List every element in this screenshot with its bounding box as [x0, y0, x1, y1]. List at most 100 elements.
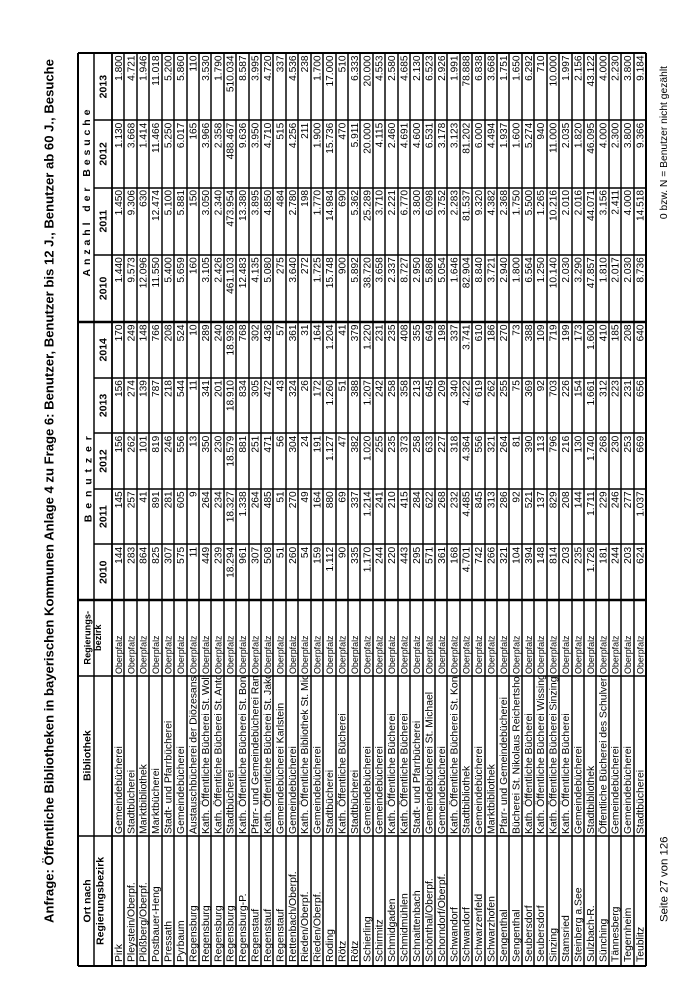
svg-text:4.000: 4.000	[598, 55, 609, 81]
svg-text:766: 766	[151, 324, 162, 341]
svg-text:54: 54	[300, 547, 311, 559]
svg-text:51: 51	[337, 380, 348, 392]
svg-text:49: 49	[300, 491, 311, 503]
svg-text:Marktbibliothek: Marktbibliothek	[487, 763, 498, 834]
svg-text:2.030: 2.030	[623, 257, 634, 283]
svg-text:268: 268	[598, 435, 609, 452]
svg-text:173: 173	[573, 324, 584, 341]
svg-text:43.122: 43.122	[586, 55, 597, 86]
svg-text:321: 321	[499, 547, 510, 564]
svg-text:461.103: 461.103	[226, 257, 237, 294]
svg-text:2.460: 2.460	[387, 122, 398, 148]
svg-text:Oberpfalz: Oberpfalz	[387, 636, 397, 674]
svg-text:Anfrage: Öffentliche Bibliothe: Anfrage: Öffentliche Bibliotheken in bay…	[42, 59, 57, 923]
svg-text:51: 51	[275, 491, 286, 503]
svg-text:260: 260	[288, 547, 299, 564]
svg-text:Oberpfalz: Oberpfalz	[524, 636, 534, 674]
svg-text:210: 210	[387, 491, 398, 508]
svg-text:Gemeindebücherei: Gemeindebücherei	[313, 746, 324, 834]
svg-text:227: 227	[437, 435, 448, 452]
svg-text:Schwarzenfeld: Schwarzenfeld	[474, 894, 485, 962]
svg-text:Oberpfalz: Oberpfalz	[300, 636, 310, 674]
svg-text:2.368: 2.368	[499, 190, 510, 216]
svg-text:Ort nach: Ort nach	[81, 879, 93, 922]
svg-text:Seubersdorf: Seubersdorf	[536, 905, 547, 962]
svg-text:304: 304	[288, 435, 299, 452]
svg-text:41: 41	[139, 491, 150, 503]
svg-text:515: 515	[275, 122, 286, 139]
svg-text:703: 703	[549, 380, 560, 397]
svg-text:Oberpfalz: Oberpfalz	[487, 636, 497, 674]
svg-text:510.034: 510.034	[226, 55, 237, 92]
svg-text:471: 471	[263, 435, 274, 452]
svg-text:244: 244	[611, 547, 622, 564]
svg-text:148: 148	[139, 324, 150, 341]
svg-text:Oberpfalz: Oberpfalz	[263, 636, 273, 674]
svg-text:Regensburg: Regensburg	[188, 905, 199, 962]
svg-text:Gemeindebücherei St. Michael: Gemeindebücherei St. Michael	[424, 692, 435, 834]
svg-text:410: 410	[598, 324, 609, 341]
svg-text:Oberpfalz: Oberpfalz	[126, 636, 136, 674]
svg-text:Kath. Öffentliche Bücherei: Kath. Öffentliche Bücherei	[560, 713, 572, 834]
svg-text:Postbauer-Heng: Postbauer-Heng	[151, 886, 162, 962]
svg-text:Schmidmühlen: Schmidmühlen	[400, 893, 411, 962]
svg-text:6.000: 6.000	[474, 122, 485, 148]
svg-text:Oberpfalz: Oberpfalz	[238, 636, 248, 674]
svg-text:20.000: 20.000	[362, 55, 373, 86]
svg-text:185: 185	[611, 324, 622, 341]
svg-text:8.736: 8.736	[636, 257, 647, 283]
svg-text:181: 181	[598, 547, 609, 564]
svg-text:891: 891	[151, 491, 162, 508]
svg-text:521: 521	[524, 491, 535, 508]
svg-text:961: 961	[238, 547, 249, 564]
svg-text:571: 571	[424, 547, 435, 564]
svg-text:408: 408	[400, 324, 411, 341]
svg-text:262: 262	[126, 435, 137, 452]
svg-text:1.800: 1.800	[114, 55, 125, 81]
svg-text:Austauschbücherei der Diözesan: Austauschbücherei der Diözesanstelle	[188, 657, 199, 834]
svg-text:3.290: 3.290	[573, 257, 584, 283]
svg-text:2.156: 2.156	[573, 55, 584, 81]
svg-text:Sünching: Sünching	[598, 918, 609, 962]
svg-text:81: 81	[511, 435, 522, 447]
svg-text:2.940: 2.940	[499, 257, 510, 283]
svg-text:485: 485	[263, 491, 274, 508]
svg-text:209: 209	[437, 380, 448, 397]
svg-text:787: 787	[151, 380, 162, 397]
svg-text:264: 264	[251, 491, 262, 508]
svg-text:3.741: 3.741	[462, 324, 473, 350]
svg-text:4.115: 4.115	[375, 122, 386, 147]
svg-text:5.080: 5.080	[263, 257, 274, 283]
svg-text:Tegernheim: Tegernheim	[623, 908, 634, 962]
svg-text:1.020: 1.020	[362, 435, 373, 461]
svg-text:25.289: 25.289	[362, 190, 373, 221]
svg-text:4.000: 4.000	[623, 190, 634, 216]
svg-text:255: 255	[499, 380, 510, 397]
svg-text:258: 258	[412, 435, 423, 452]
svg-text:251: 251	[251, 435, 262, 452]
svg-text:264: 264	[499, 435, 510, 452]
svg-text:556: 556	[474, 435, 485, 452]
svg-text:15.736: 15.736	[325, 122, 336, 153]
svg-text:137: 137	[536, 491, 547, 508]
svg-text:2.030: 2.030	[561, 257, 572, 283]
svg-text:337: 337	[449, 324, 460, 341]
svg-text:11: 11	[188, 547, 199, 558]
svg-text:Kath. Öffentliche Bücherei St.: Kath. Öffentliche Bücherei St. Konrad	[448, 661, 460, 834]
svg-text:Schirmitz: Schirmitz	[375, 919, 386, 962]
svg-text:156: 156	[114, 380, 125, 397]
svg-text:Oberpfalz: Oberpfalz	[549, 636, 559, 674]
svg-text:Oberpfalz: Oberpfalz	[412, 636, 422, 674]
svg-text:2.130: 2.130	[412, 55, 423, 81]
svg-text:1.207: 1.207	[362, 380, 373, 406]
svg-text:Schierling: Schierling	[362, 916, 373, 962]
svg-text:109: 109	[536, 324, 547, 341]
svg-text:Regensburg: Regensburg	[226, 905, 237, 962]
svg-text:230: 230	[213, 435, 224, 452]
svg-text:Oberpfalz: Oberpfalz	[275, 636, 285, 674]
svg-text:172: 172	[313, 380, 324, 397]
svg-text:Oberpfalz: Oberpfalz	[213, 636, 223, 674]
svg-text:Oberpfalz: Oberpfalz	[288, 636, 298, 674]
svg-text:17.000: 17.000	[325, 55, 336, 86]
svg-text:3.658: 3.658	[375, 257, 386, 283]
